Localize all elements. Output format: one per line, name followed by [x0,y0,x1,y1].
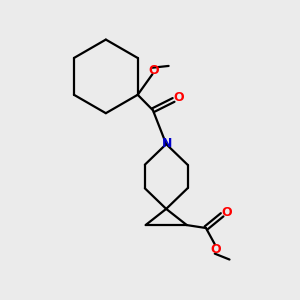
Text: O: O [173,92,184,104]
Text: N: N [162,137,172,150]
Text: O: O [222,206,232,219]
Text: O: O [210,243,221,256]
Text: O: O [148,64,159,77]
